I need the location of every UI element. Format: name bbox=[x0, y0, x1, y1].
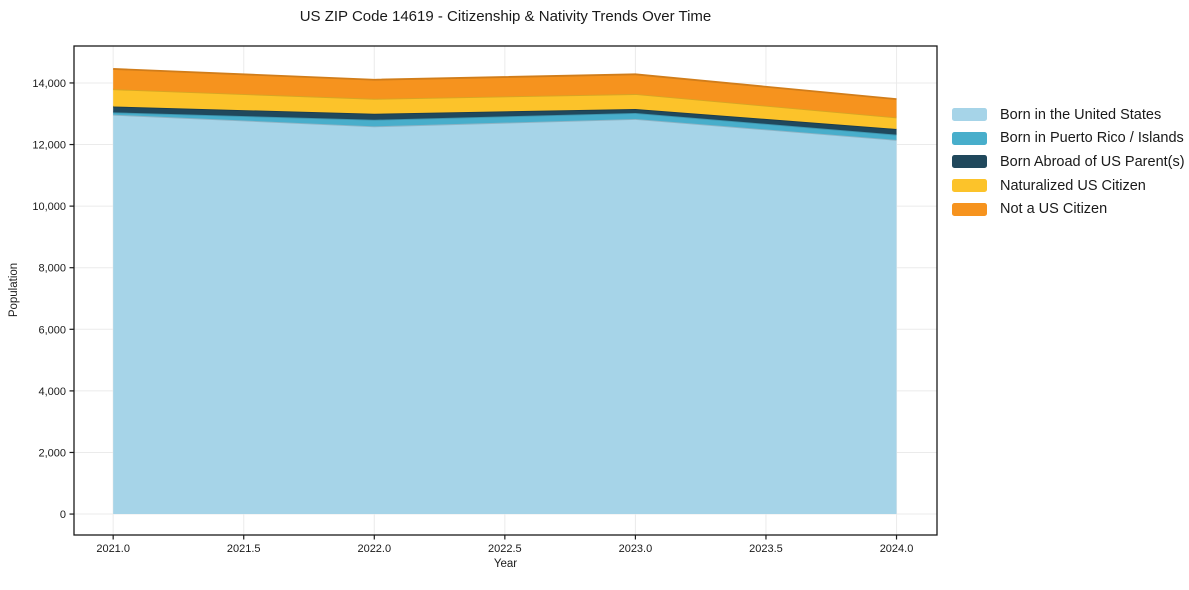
area-naturalized-us-citizen bbox=[113, 89, 897, 129]
y-tick-label: 8,000 bbox=[38, 263, 66, 275]
area-born-abroad-of-us-parent-s bbox=[113, 106, 897, 135]
legend-item: Born in the United States bbox=[952, 103, 1185, 127]
legend-swatch bbox=[952, 131, 987, 145]
legend-label: Born in Puerto Rico / Islands bbox=[1000, 130, 1184, 147]
x-tick-label: 2021.0 bbox=[96, 543, 130, 555]
x-tick-label: 2023.5 bbox=[749, 543, 783, 555]
legend-swatch bbox=[952, 202, 987, 216]
legend-label: Not a US Citizen bbox=[1000, 201, 1108, 218]
y-tick-label: 2,000 bbox=[38, 447, 66, 459]
legend-label: Naturalized US Citizen bbox=[1000, 177, 1146, 194]
y-tick-label: 0 bbox=[60, 509, 66, 521]
y-tick-label: 10,000 bbox=[32, 201, 66, 213]
y-tick-label: 6,000 bbox=[38, 324, 66, 336]
legend-label: Born in the United States bbox=[1000, 106, 1162, 123]
legend-item: Born in Puerto Rico / Islands bbox=[952, 127, 1185, 151]
legend-swatch bbox=[952, 179, 987, 193]
x-tick-label: 2024.0 bbox=[880, 543, 914, 555]
legend-item: Born Abroad of US Parent(s) bbox=[952, 150, 1185, 174]
x-tick-label: 2022.0 bbox=[357, 543, 391, 555]
y-tick-label: 4,000 bbox=[38, 386, 66, 398]
legend-swatch bbox=[952, 155, 987, 169]
x-tick-label: 2022.5 bbox=[488, 543, 522, 555]
legend-swatch bbox=[952, 108, 987, 122]
plot-border bbox=[73, 45, 938, 536]
y-tick-label: 14,000 bbox=[32, 78, 66, 90]
x-axis-title: Year bbox=[493, 558, 518, 570]
area-top-edge bbox=[113, 68, 897, 101]
legend: Born in the United States Born in Puerto … bbox=[952, 103, 1185, 221]
y-tick-label: 12,000 bbox=[32, 140, 66, 152]
legend-item: Not a US Citizen bbox=[952, 197, 1185, 221]
x-tick-label: 2023.0 bbox=[619, 543, 653, 555]
x-tick-label: 2021.5 bbox=[227, 543, 261, 555]
chart-title: US ZIP Code 14619 - Citizenship & Nativi… bbox=[299, 8, 712, 25]
legend-label: Born Abroad of US Parent(s) bbox=[1000, 153, 1185, 170]
area-born-in-the-united-states bbox=[113, 114, 897, 515]
legend-item: Naturalized US Citizen bbox=[952, 174, 1185, 198]
